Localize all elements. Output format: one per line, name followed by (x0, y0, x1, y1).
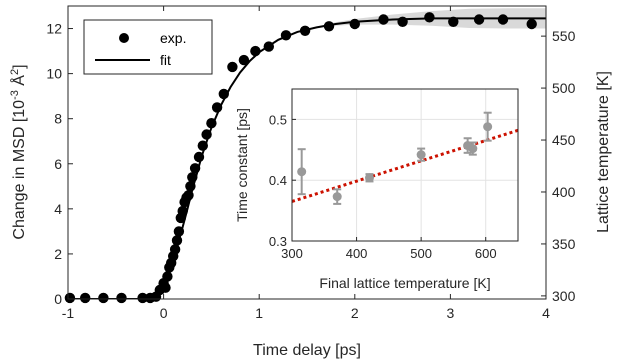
y2-tick-label: 550 (552, 28, 576, 44)
exp-point (160, 282, 171, 293)
exp-point (397, 16, 408, 27)
inset-x-tick-label: 500 (410, 246, 432, 261)
exp-point (197, 140, 208, 151)
exp-point (526, 18, 537, 30)
legend-label-fit: fit (160, 52, 171, 68)
x-axis-ticks: -1 0 1 2 3 4 (62, 6, 550, 321)
legend-label-exp: exp. (160, 30, 186, 46)
inset-y-tick-label: 0.5 (269, 112, 287, 127)
inset-frame (291, 88, 519, 242)
y2-tick-label: 350 (552, 236, 576, 252)
inset-point (297, 167, 307, 177)
exp-point (173, 226, 185, 237)
exp-point (80, 292, 91, 304)
exp-point (185, 181, 196, 192)
x-tick-label: 3 (447, 305, 455, 321)
exp-point (189, 163, 201, 174)
y-tick-label: 12 (46, 21, 62, 37)
x-tick-label: 4 (542, 305, 550, 321)
exp-point (171, 235, 183, 246)
y-label-exp: -3 (9, 90, 21, 100)
exp-point (280, 30, 292, 41)
y-axis-right-label: Lattice temperature [K] (595, 71, 612, 233)
y2-tick-label: 500 (552, 80, 576, 96)
exp-point (137, 292, 148, 304)
exp-point (448, 16, 459, 27)
y-tick-label: 6 (54, 156, 62, 172)
exp-point (218, 88, 229, 100)
exp-point (162, 271, 173, 282)
exp-point (177, 205, 188, 217)
y-label-unit: Å (9, 75, 28, 90)
exp-point (187, 172, 198, 183)
inset-point (332, 192, 342, 202)
inset-y-ticks: 0.3 0.4 0.5 (269, 112, 296, 249)
y-tick-label: 10 (46, 66, 62, 82)
inset-chart: 300 400 500 600 0.3 0.4 0.5 Final lattice tem… (234, 88, 519, 291)
exp-point (201, 129, 212, 140)
y-label-prefix: Change in MSD [10 (11, 100, 28, 240)
inset-y-axis-label: Time constant [ps] (234, 108, 250, 222)
exp-point (323, 21, 335, 32)
y2-tick-label: 450 (552, 132, 576, 148)
exp-point (497, 14, 509, 25)
exp-point (424, 12, 435, 23)
y-label-suffix: ] (11, 64, 28, 68)
inset-x-axis-label: Final lattice temperature [K] (319, 275, 490, 291)
x-tick-label: -1 (62, 305, 75, 321)
x-tick-label: 2 (351, 305, 359, 321)
legend-box (83, 19, 213, 75)
inset-points-layer (297, 111, 493, 205)
exp-point (183, 190, 194, 201)
exp-point (473, 14, 485, 25)
inset-point (468, 144, 478, 154)
x-tick-label: 0 (160, 305, 168, 321)
y-axis-left-ticks: 0 2 4 6 8 10 12 (46, 21, 73, 307)
inset-background (292, 89, 518, 241)
inset-x-tick-label: 600 (475, 246, 497, 261)
y2-tick-label: 400 (552, 184, 576, 200)
exp-point (98, 292, 109, 304)
legend: exp. fit (83, 19, 213, 75)
inset-x-tick-label: 300 (281, 246, 303, 261)
exp-point (211, 102, 223, 113)
y-label-unit-exp: 2 (9, 69, 21, 75)
exp-point (206, 118, 217, 129)
y2-tick-label: 300 (552, 288, 576, 304)
main-plot-frame (67, 5, 547, 300)
exp-point (169, 244, 181, 255)
exp-point (116, 292, 127, 304)
y-tick-label: 0 (54, 291, 62, 307)
y-tick-label: 8 (54, 111, 62, 127)
exp-point (263, 41, 274, 52)
inset-y-tick-label: 0.4 (269, 173, 287, 188)
exp-point (349, 18, 360, 30)
inset-y-tick-label: 0.3 (269, 234, 287, 249)
exp-point (378, 14, 389, 25)
x-tick-label: 1 (255, 305, 263, 321)
inset-x-ticks: 300 400 500 600 (281, 237, 497, 261)
y-tick-label: 4 (54, 201, 62, 217)
exp-point (250, 45, 261, 57)
exp-point (238, 54, 250, 66)
inset-point (364, 173, 374, 183)
exp-point (299, 25, 311, 36)
y-tick-label: 2 (54, 246, 62, 262)
exp-point (227, 61, 238, 73)
inset-point (483, 122, 493, 132)
inset-x-tick-label: 400 (346, 246, 368, 261)
exp-point (64, 292, 76, 304)
exp-point (193, 151, 205, 163)
y-axis-right-ticks: 300 350 400 450 500 550 (541, 28, 576, 304)
x-axis-label: Time delay [ps] (253, 342, 361, 359)
y-axis-left-label: Change in MSD [10-3 Å2] (9, 64, 28, 239)
inset-point (416, 150, 426, 160)
legend-marker-exp (119, 33, 129, 43)
